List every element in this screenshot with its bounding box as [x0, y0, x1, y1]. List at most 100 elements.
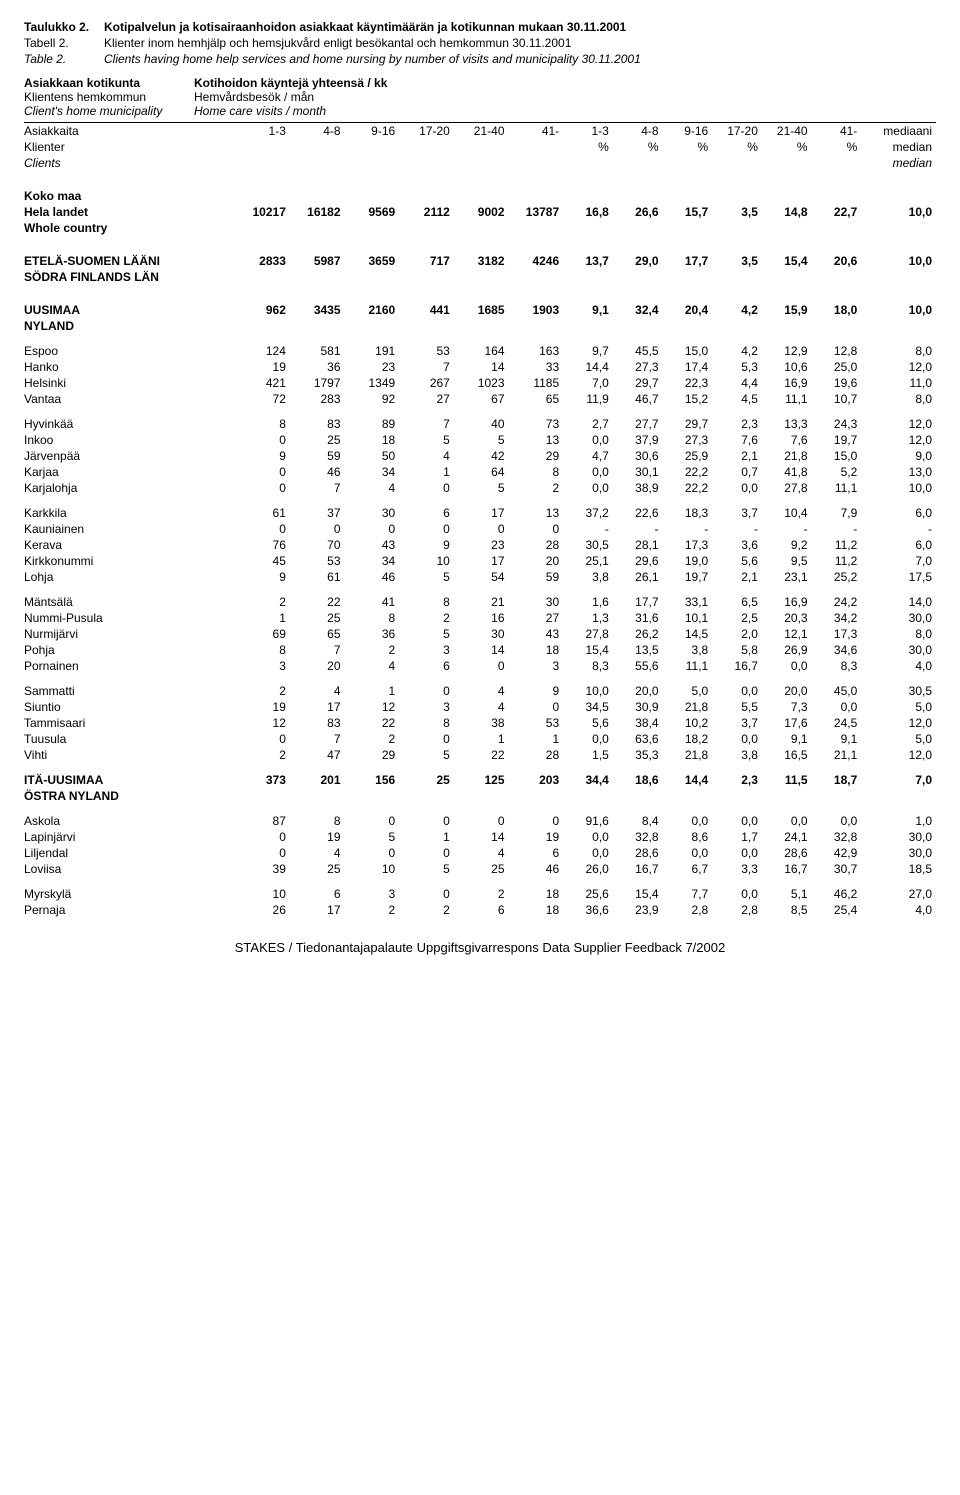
table-cell: 67: [454, 391, 509, 407]
table-cell: [454, 139, 509, 155]
table-cell: 13,3: [762, 407, 812, 432]
table-cell: 53: [290, 553, 345, 569]
table-cell: 8,0: [861, 626, 936, 642]
table-cell: [454, 171, 509, 204]
table-cell: 0,0: [563, 829, 613, 845]
table-row: Lohja96146554593,826,119,72,123,125,217,…: [24, 569, 936, 585]
table-cell: [235, 318, 290, 334]
table-cell: 1: [235, 610, 290, 626]
table-cell: 0: [454, 804, 509, 829]
table-cell: [509, 220, 564, 236]
table-cell: 0,0: [812, 804, 862, 829]
table-cell: 76: [235, 537, 290, 553]
table-cell: 0: [454, 658, 509, 674]
table-cell: %: [663, 139, 713, 155]
table-cell: 1: [399, 829, 454, 845]
table-cell: 5: [399, 861, 454, 877]
table-cell: 0,0: [812, 699, 862, 715]
table-cell: 8,4: [613, 804, 663, 829]
title-text: Kotipalvelun ja kotisairaanhoidon asiakk…: [104, 20, 626, 34]
table-cell: 22: [345, 715, 400, 731]
table-cell: 26,2: [613, 626, 663, 642]
table-cell: 17,4: [663, 359, 713, 375]
table-cell: [509, 788, 564, 804]
table-cell: 4: [345, 480, 400, 496]
table-row: Järvenpää95950442294,730,625,92,121,815,…: [24, 448, 936, 464]
table-cell: 21,8: [663, 747, 713, 763]
table-cell: 11,1: [762, 391, 812, 407]
table-cell: Siuntio: [24, 699, 235, 715]
table-cell: 1797: [290, 375, 345, 391]
table-cell: ETELÄ-SUOMEN LÄÄNI: [24, 236, 235, 269]
table-cell: 29: [345, 747, 400, 763]
table-cell: 6: [290, 877, 345, 902]
table-cell: 5: [399, 569, 454, 585]
table-cell: 1-3: [563, 123, 613, 140]
table-cell: [290, 220, 345, 236]
table-cell: [454, 318, 509, 334]
table-cell: 8: [235, 642, 290, 658]
table-cell: 21,8: [663, 699, 713, 715]
table-cell: [235, 171, 290, 204]
table-cell: 6,5: [712, 585, 762, 610]
table-cell: 6,7: [663, 861, 713, 877]
table-cell: [712, 318, 762, 334]
title-text: Clients having home help services and ho…: [104, 52, 641, 66]
table-cell: 5,8: [712, 642, 762, 658]
table-cell: [663, 788, 713, 804]
table-cell: 4,0: [861, 658, 936, 674]
table-cell: 27,3: [663, 432, 713, 448]
table-cell: 10,6: [762, 359, 812, 375]
table-cell: [563, 318, 613, 334]
table-cell: 5,0: [861, 731, 936, 747]
table-cell: 65: [509, 391, 564, 407]
table-cell: 91,6: [563, 804, 613, 829]
table-cell: 5,2: [812, 464, 862, 480]
table-cell: 36: [290, 359, 345, 375]
table-cell: 0: [399, 480, 454, 496]
table-cell: 5: [454, 480, 509, 496]
table-cell: 0,0: [563, 464, 613, 480]
table-cell: 717: [399, 236, 454, 269]
table-cell: 0: [235, 731, 290, 747]
table-cell: 19: [235, 359, 290, 375]
table-cell: 50: [345, 448, 400, 464]
table-cell: 0: [345, 845, 400, 861]
table-cell: [235, 788, 290, 804]
table-cell: 4: [290, 674, 345, 699]
table-cell: -: [613, 521, 663, 537]
table-cell: 64: [454, 464, 509, 480]
table-cell: [861, 220, 936, 236]
table-cell: 0: [235, 829, 290, 845]
table-cell: 9,2: [762, 537, 812, 553]
table-cell: Myrskylä: [24, 877, 235, 902]
table-cell: 17: [454, 553, 509, 569]
table-cell: [509, 171, 564, 204]
table-cell: 1: [509, 731, 564, 747]
table-cell: 2,8: [712, 902, 762, 918]
table-row: Espoo124581191531641639,745,515,04,212,9…: [24, 334, 936, 359]
table-cell: 16,8: [563, 204, 613, 220]
table-cell: 13787: [509, 204, 564, 220]
table-cell: [509, 139, 564, 155]
table-cell: 4-8: [290, 123, 345, 140]
table-cell: 20,0: [613, 674, 663, 699]
table-cell: 6: [454, 902, 509, 918]
table-row: Nummi-Pusula1258216271,331,610,12,520,33…: [24, 610, 936, 626]
table-cell: 27,7: [613, 407, 663, 432]
table-cell: [235, 139, 290, 155]
table-cell: 0: [509, 521, 564, 537]
table-cell: 18: [509, 877, 564, 902]
table-cell: [762, 269, 812, 285]
table-cell: 7,0: [861, 763, 936, 788]
table-cell: [563, 220, 613, 236]
table-row: Hyvinkää88389740732,727,729,72,313,324,3…: [24, 407, 936, 432]
table-cell: 5,6: [712, 553, 762, 569]
table-cell: 28: [509, 537, 564, 553]
table-cell: [345, 139, 400, 155]
table-cell: [399, 788, 454, 804]
table-cell: 43: [345, 537, 400, 553]
table-cell: 26,0: [563, 861, 613, 877]
table-cell: 45,5: [613, 334, 663, 359]
table-cell: Clients: [24, 155, 235, 171]
